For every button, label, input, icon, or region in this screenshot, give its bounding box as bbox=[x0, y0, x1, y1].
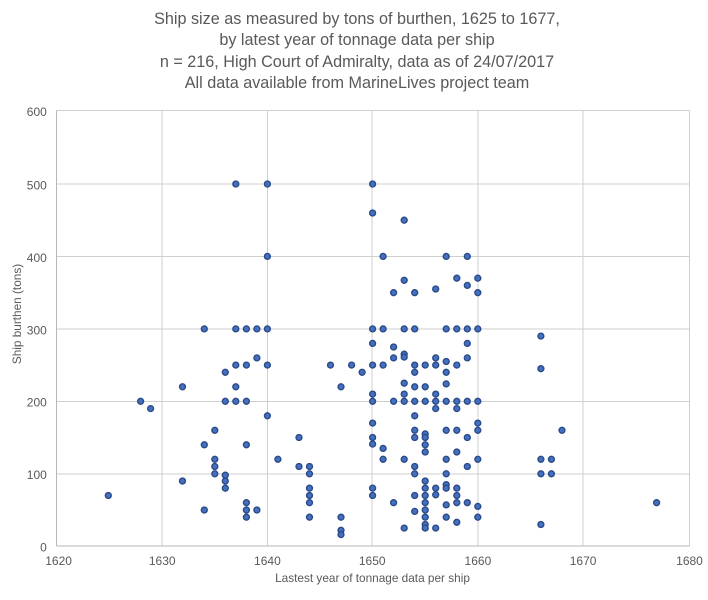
svg-text:200: 200 bbox=[27, 396, 47, 410]
svg-text:1670: 1670 bbox=[570, 554, 597, 568]
svg-text:Lastest year of tonnage data p: Lastest year of tonnage data per ship bbox=[275, 571, 470, 585]
svg-text:100: 100 bbox=[27, 468, 47, 482]
svg-text:0: 0 bbox=[40, 541, 47, 555]
svg-text:300: 300 bbox=[27, 323, 47, 337]
svg-text:400: 400 bbox=[27, 251, 47, 265]
svg-text:500: 500 bbox=[27, 178, 47, 192]
svg-text:1680: 1680 bbox=[676, 554, 703, 568]
svg-text:1630: 1630 bbox=[149, 554, 176, 568]
svg-text:Ship burthen (tons): Ship burthen (tons) bbox=[10, 264, 24, 364]
svg-text:1660: 1660 bbox=[465, 554, 492, 568]
svg-text:1640: 1640 bbox=[254, 554, 281, 568]
svg-text:1650: 1650 bbox=[359, 554, 386, 568]
svg-text:1620: 1620 bbox=[45, 554, 72, 568]
svg-text:600: 600 bbox=[27, 105, 47, 119]
